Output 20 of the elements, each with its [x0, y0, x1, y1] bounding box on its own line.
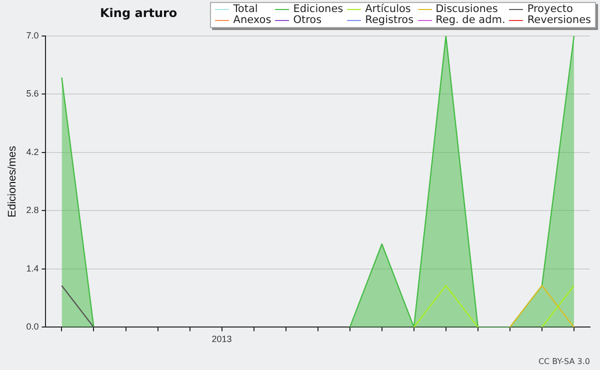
- legend-label: Otros: [292, 14, 323, 26]
- legend-label: Ediciones: [292, 3, 344, 15]
- x-tick-label: 2013: [212, 334, 232, 344]
- legend-label: Registros: [364, 14, 414, 26]
- y-axis-title: Ediciones/mes: [6, 145, 19, 218]
- y-tick-label: 7.0: [26, 30, 39, 40]
- legend-label: Proyecto: [526, 3, 574, 15]
- legend-label: Anexos: [232, 14, 272, 26]
- legend-label: Reg. de adm.: [434, 14, 506, 26]
- text: CC BY-SA 3.0: [538, 357, 590, 366]
- y-tick-label: 1.4: [26, 263, 39, 274]
- y-tick-label: 4.2: [26, 146, 39, 157]
- legend-label: Reversiones: [526, 14, 591, 26]
- legend-label: Discusiones: [434, 3, 499, 15]
- y-tick-label: 0.0: [26, 322, 39, 332]
- y-tick-label: 2.8: [26, 205, 39, 216]
- legend-label: Total: [232, 3, 259, 15]
- legend-label: Artículos: [364, 3, 412, 15]
- y-tick-label: 5.6: [26, 88, 39, 99]
- chart-title: King arturo: [100, 6, 178, 20]
